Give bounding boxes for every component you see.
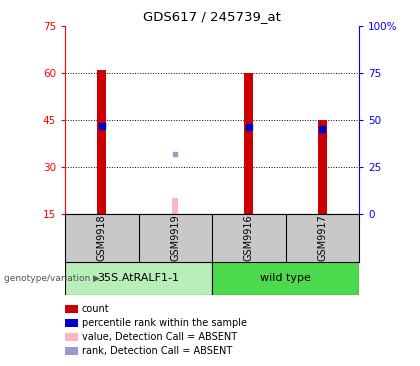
Bar bbox=[318, 120, 327, 214]
Title: GDS617 / 245739_at: GDS617 / 245739_at bbox=[143, 10, 281, 23]
Text: GSM9918: GSM9918 bbox=[97, 214, 107, 261]
Bar bbox=[65, 262, 212, 295]
Bar bbox=[244, 73, 253, 214]
Bar bbox=[97, 70, 106, 214]
Text: genotype/variation ▶: genotype/variation ▶ bbox=[4, 274, 100, 283]
Text: percentile rank within the sample: percentile rank within the sample bbox=[82, 318, 247, 328]
Text: count: count bbox=[82, 304, 110, 314]
Text: GSM9916: GSM9916 bbox=[244, 214, 254, 261]
Text: GSM9919: GSM9919 bbox=[171, 214, 180, 261]
Text: wild type: wild type bbox=[260, 273, 311, 283]
Bar bbox=[212, 262, 359, 295]
Text: rank, Detection Call = ABSENT: rank, Detection Call = ABSENT bbox=[82, 346, 232, 356]
Text: GSM9917: GSM9917 bbox=[318, 214, 327, 261]
Text: 35S.AtRALF1-1: 35S.AtRALF1-1 bbox=[97, 273, 180, 283]
Bar bbox=[173, 198, 178, 214]
Text: value, Detection Call = ABSENT: value, Detection Call = ABSENT bbox=[82, 332, 237, 342]
